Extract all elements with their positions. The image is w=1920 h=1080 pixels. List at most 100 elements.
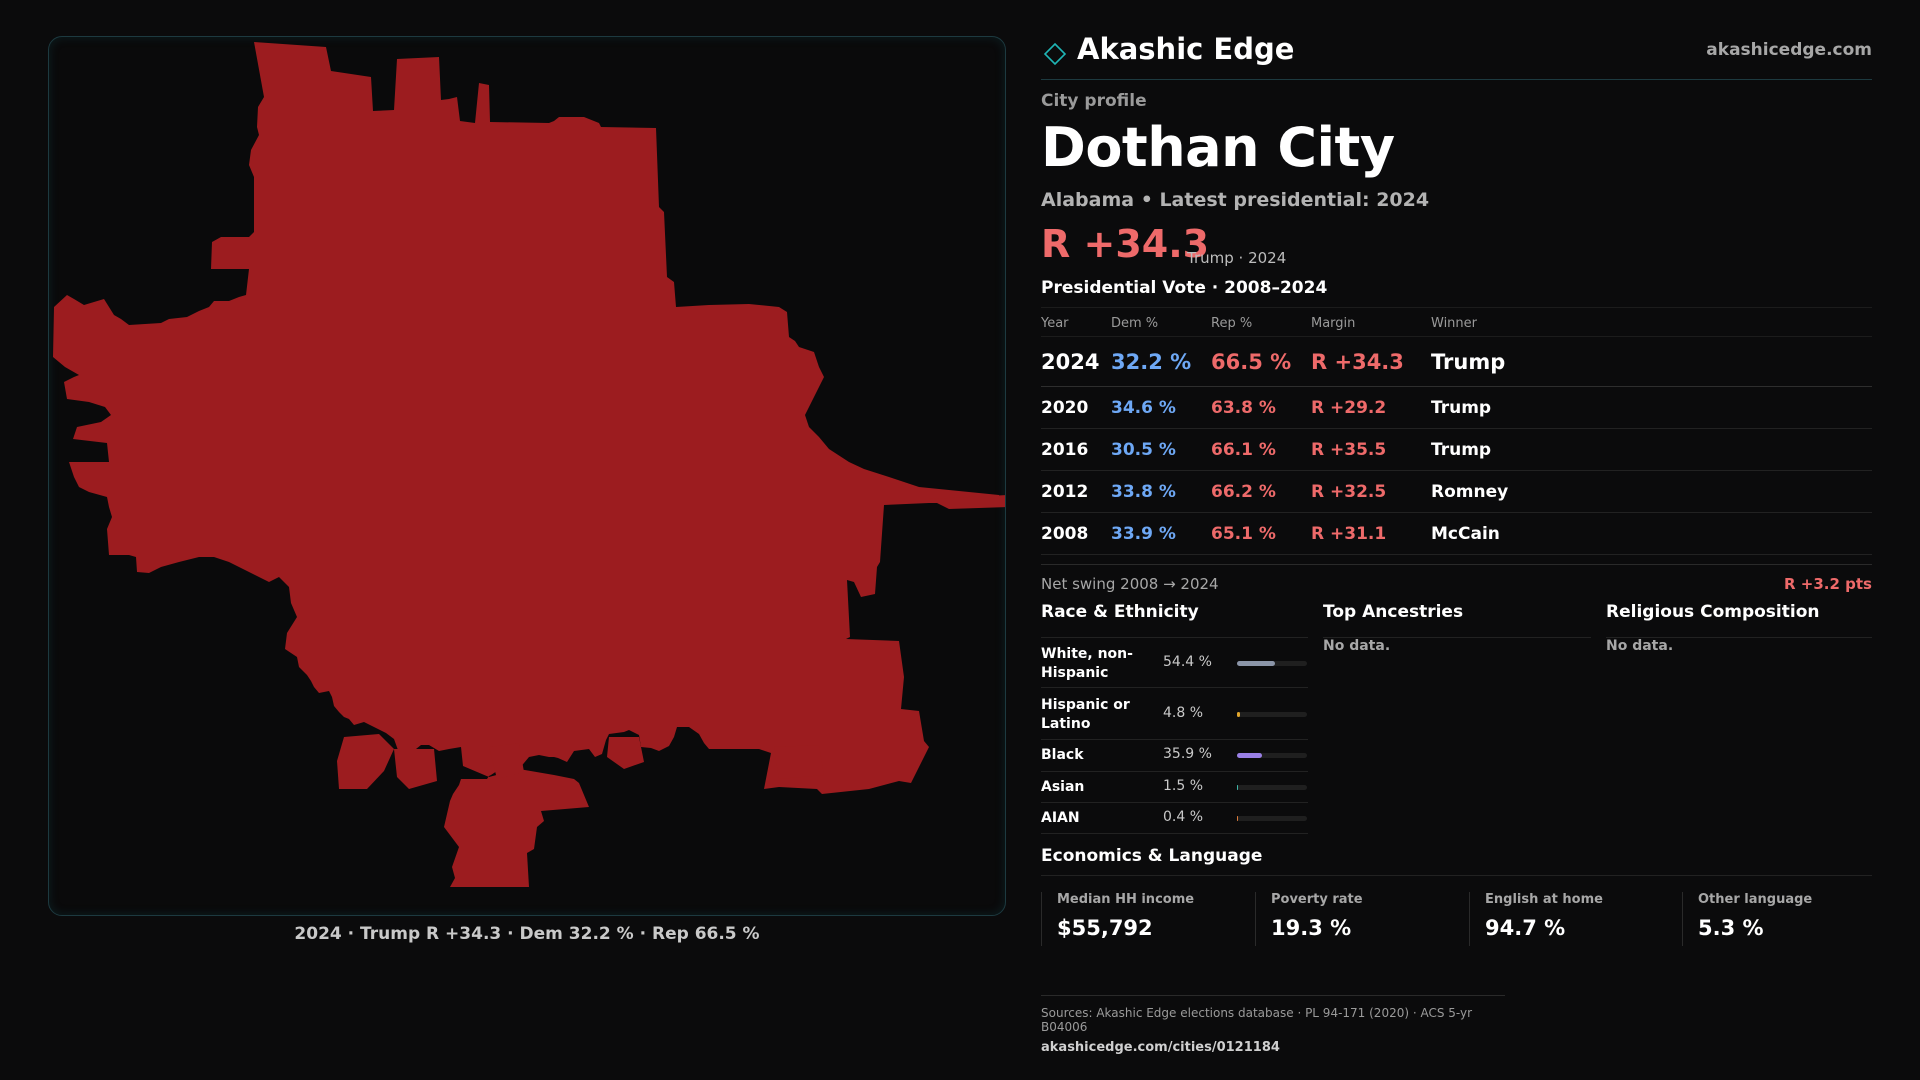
econ-value: 94.7 % (1485, 916, 1566, 940)
profile-panel: Akashic Edge akashicedge.com City profil… (1041, 0, 1872, 1080)
row-margin: R +29.2 (1311, 398, 1387, 418)
header-dem: Dem % (1111, 316, 1159, 331)
race-label: AIAN (1041, 810, 1080, 826)
row-winner: Romney (1431, 482, 1509, 502)
race-row: Hispanic or Latino 4.8 % (1041, 688, 1308, 740)
race-bar (1237, 712, 1307, 717)
table-row: 2020 34.6 % 63.8 % R +29.2 Trump (1041, 387, 1872, 429)
race-bar (1237, 785, 1307, 790)
economics-section-title: Economics & Language (1041, 846, 1263, 866)
race-label: Asian (1041, 779, 1085, 795)
net-swing: Net swing 2008 → 2024 R +3.2 pts (1041, 564, 1872, 600)
race-value: 54.4 % (1163, 654, 1212, 670)
row-rep: 66.5 % (1211, 350, 1292, 374)
econ-value: 19.3 % (1271, 916, 1352, 940)
race-label: Black (1041, 747, 1084, 763)
ancestries-section: Top Ancestries (1323, 602, 1591, 638)
row-dem: 33.9 % (1111, 524, 1176, 544)
race-bar-fill (1237, 816, 1239, 821)
city-boundary-fragment (929, 495, 1005, 509)
page-subtitle: Alabama • Latest presidential: 2024 (1041, 189, 1430, 211)
ancestries-empty: No data. (1323, 638, 1391, 654)
row-year: 2012 (1041, 482, 1089, 502)
profile-url-link[interactable]: akashicedge.com/cities/0121184 (1041, 1040, 1280, 1055)
race-bar-fill (1237, 661, 1276, 666)
header-rep: Rep % (1211, 316, 1253, 331)
race-section-title: Race & Ethnicity (1041, 602, 1199, 622)
table-row: 2016 30.5 % 66.1 % R +35.5 Trump (1041, 429, 1872, 471)
row-rep: 66.1 % (1211, 440, 1276, 460)
race-value: 4.8 % (1163, 705, 1204, 721)
city-boundary-fragment (489, 743, 524, 779)
city-boundary-fragment (394, 749, 437, 789)
brand-url[interactable]: akashicedge.com (1706, 40, 1872, 60)
row-dem: 32.2 % (1111, 350, 1192, 374)
row-year: 2016 (1041, 440, 1089, 460)
row-dem: 30.5 % (1111, 440, 1176, 460)
econ-label: English at home (1485, 892, 1603, 907)
net-swing-label: Net swing 2008 → 2024 (1041, 575, 1219, 593)
header-year: Year (1041, 316, 1069, 331)
city-boundary-fragment (774, 745, 824, 779)
econ-value: 5.3 % (1698, 916, 1764, 940)
econ-card-income: Median HH income $55,792 (1041, 892, 1255, 946)
race-bar (1237, 661, 1307, 666)
table-row: 2024 32.2 % 66.5 % R +34.3 Trump (1041, 337, 1872, 387)
brand-name[interactable]: Akashic Edge (1077, 32, 1295, 66)
race-bar-fill (1237, 785, 1239, 790)
row-dem: 33.8 % (1111, 482, 1176, 502)
religion-section-title: Religious Composition (1606, 602, 1820, 622)
row-margin: R +35.5 (1311, 440, 1387, 460)
table-row: 2012 33.8 % 66.2 % R +32.5 Romney (1041, 471, 1872, 513)
city-boundary-map (53, 42, 1005, 887)
vote-table: Year Dem % Rep % Margin Winner 2024 32.2… (1041, 307, 1872, 555)
race-value: 1.5 % (1163, 778, 1204, 794)
map-caption: 2024 · Trump R +34.3 · Dem 32.2 % · Rep … (294, 924, 760, 944)
econ-label: Other language (1698, 892, 1813, 907)
race-section: Race & Ethnicity (1041, 602, 1308, 638)
econ-card-other-language: Other language 5.3 % (1682, 892, 1896, 946)
city-map[interactable] (48, 36, 1006, 916)
row-margin: R +34.3 (1311, 350, 1404, 374)
race-bar-fill (1237, 753, 1263, 758)
ancestries-section-title: Top Ancestries (1323, 602, 1464, 622)
race-label: White, non-Hispanic (1041, 646, 1133, 681)
row-year: 2024 (1041, 350, 1100, 374)
race-bar (1237, 816, 1307, 821)
race-value: 0.4 % (1163, 809, 1204, 825)
header-winner: Winner (1431, 316, 1478, 331)
row-winner: Trump (1431, 440, 1492, 460)
brand-header: Akashic Edge akashicedge.com (1041, 32, 1872, 80)
religion-empty: No data. (1606, 638, 1674, 654)
city-boundary-shape[interactable] (53, 42, 1001, 887)
econ-label: Median HH income (1057, 892, 1195, 907)
sources-text: Sources: Akashic Edge elections database… (1041, 1006, 1473, 1034)
page-title: Dothan City (1041, 116, 1395, 179)
row-rep: 63.8 % (1211, 398, 1276, 418)
race-row: Black 35.9 % (1041, 740, 1308, 772)
vote-table-header: Year Dem % Rep % Margin Winner (1041, 307, 1872, 337)
net-swing-value: R +3.2 pts (1784, 575, 1872, 593)
row-margin: R +31.1 (1311, 524, 1387, 544)
race-row: AIAN 0.4 % (1041, 803, 1308, 834)
race-bar-fill (1237, 712, 1241, 717)
latest-margin: R +34.3 (1041, 222, 1210, 266)
econ-card-english: English at home 94.7 % (1469, 892, 1683, 946)
row-year: 2008 (1041, 524, 1089, 544)
city-boundary-fragment (337, 734, 394, 789)
econ-value: $55,792 (1057, 916, 1153, 940)
row-winner: Trump (1431, 350, 1506, 374)
latest-margin-note: Trump · 2024 (1187, 249, 1287, 267)
race-row: Asian 1.5 % (1041, 772, 1308, 803)
econ-label: Poverty rate (1271, 892, 1363, 907)
race-bar (1237, 753, 1307, 758)
race-label: Hispanic or Latino (1041, 697, 1130, 732)
footer: Sources: Akashic Edge elections database… (1041, 995, 1505, 1055)
row-rep: 65.1 % (1211, 524, 1276, 544)
vote-section-title: Presidential Vote · 2008–2024 (1041, 278, 1328, 298)
row-year: 2020 (1041, 398, 1089, 418)
econ-card-poverty: Poverty rate 19.3 % (1255, 892, 1469, 946)
row-dem: 34.6 % (1111, 398, 1176, 418)
race-row: White, non-Hispanic 54.4 % (1041, 638, 1308, 688)
row-winner: Trump (1431, 398, 1492, 418)
